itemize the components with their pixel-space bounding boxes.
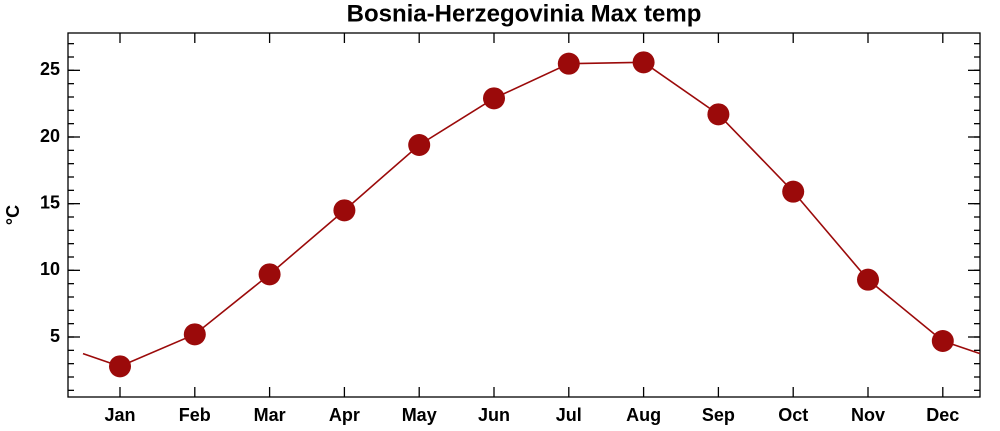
marker (707, 103, 730, 126)
y-tick-label: 20 (40, 126, 60, 146)
marker (109, 355, 131, 378)
y-tick-label: 15 (40, 192, 60, 212)
x-tick-label: Jul (556, 405, 582, 425)
marker (857, 268, 879, 291)
x-tick-label: Oct (778, 405, 808, 425)
x-tick-label: Sep (702, 405, 735, 425)
x-tick-label: Nov (851, 405, 885, 425)
x-tick-label: May (402, 405, 437, 425)
marker (333, 199, 356, 222)
marker (931, 330, 954, 352)
marker (258, 263, 281, 286)
y-tick-label: 5 (50, 326, 60, 346)
marker (183, 323, 206, 346)
x-tick-label: Jun (478, 405, 510, 425)
marker (557, 52, 580, 75)
line (119, 61, 944, 368)
x-tick-label: Mar (254, 405, 286, 425)
x-tick-label: Feb (179, 405, 211, 425)
x-tick-label: Aug (626, 405, 661, 425)
y-axis-label: °C (3, 205, 23, 225)
marker (782, 180, 805, 203)
plot-frame (67, 32, 981, 398)
y-tick-label: 25 (40, 59, 60, 79)
marker (483, 87, 505, 110)
line-wrap (82, 340, 981, 368)
x-tick-label: Apr (329, 405, 360, 425)
marker (632, 51, 655, 74)
marker (408, 134, 431, 156)
chart-title: Bosnia-Herzegovinia Max temp (347, 0, 702, 27)
x-tick-label: Jan (104, 405, 135, 425)
x-tick-label: Dec (926, 405, 959, 425)
y-tick-label: 10 (40, 259, 60, 279)
